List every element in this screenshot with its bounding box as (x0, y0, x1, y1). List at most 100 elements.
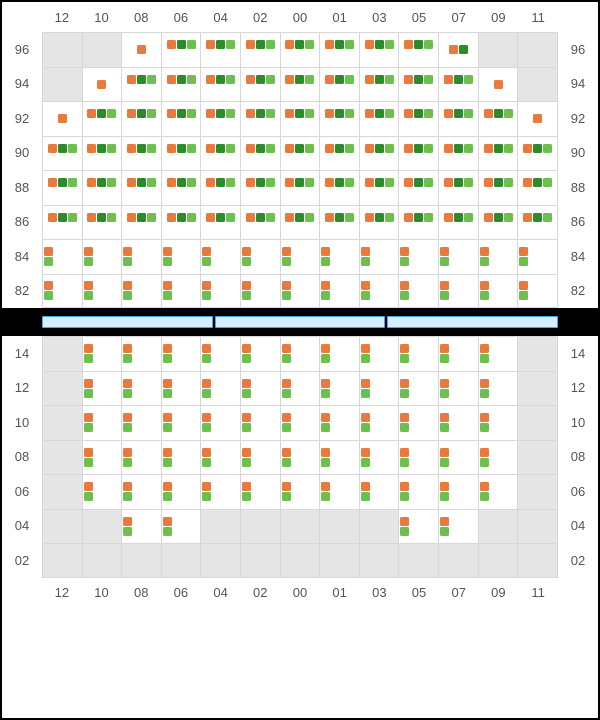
cell[interactable] (517, 440, 558, 475)
cell[interactable] (200, 32, 240, 67)
cell[interactable] (200, 67, 240, 102)
cell[interactable] (200, 101, 240, 136)
cell[interactable] (200, 239, 240, 274)
cell[interactable] (398, 405, 438, 440)
cell[interactable] (42, 274, 82, 309)
cell[interactable] (161, 67, 201, 102)
cell[interactable] (42, 440, 82, 475)
cell[interactable] (161, 239, 201, 274)
cell[interactable] (438, 405, 478, 440)
cell[interactable] (200, 205, 240, 240)
cell[interactable] (240, 440, 280, 475)
cell[interactable] (438, 509, 478, 544)
cell[interactable] (359, 543, 399, 578)
cell[interactable] (240, 371, 280, 406)
cell[interactable] (42, 170, 82, 205)
cell[interactable] (121, 509, 161, 544)
cell[interactable] (240, 136, 280, 171)
cell[interactable] (478, 170, 518, 205)
cell[interactable] (438, 67, 478, 102)
cell[interactable] (359, 405, 399, 440)
cell[interactable] (398, 205, 438, 240)
cell[interactable] (82, 474, 122, 509)
cell[interactable] (121, 371, 161, 406)
cell[interactable] (42, 67, 82, 102)
cell[interactable] (398, 274, 438, 309)
cell[interactable] (478, 32, 518, 67)
cell[interactable] (398, 336, 438, 371)
cell[interactable] (121, 67, 161, 102)
cell[interactable] (319, 274, 359, 309)
cell[interactable] (121, 32, 161, 67)
cell[interactable] (438, 32, 478, 67)
cell[interactable] (398, 170, 438, 205)
parity-segment[interactable] (42, 316, 213, 328)
cell[interactable] (319, 474, 359, 509)
cell[interactable] (121, 543, 161, 578)
cell[interactable] (280, 136, 320, 171)
cell[interactable] (478, 67, 518, 102)
cell[interactable] (200, 371, 240, 406)
cell[interactable] (42, 101, 82, 136)
cell[interactable] (240, 101, 280, 136)
cell[interactable] (517, 170, 558, 205)
cell[interactable] (82, 170, 122, 205)
cell[interactable] (438, 336, 478, 371)
cell[interactable] (121, 239, 161, 274)
cell[interactable] (319, 170, 359, 205)
cell[interactable] (82, 274, 122, 309)
cell[interactable] (478, 101, 518, 136)
cell[interactable] (319, 136, 359, 171)
cell[interactable] (42, 336, 82, 371)
cell[interactable] (359, 509, 399, 544)
cell[interactable] (478, 474, 518, 509)
cell[interactable] (82, 101, 122, 136)
cell[interactable] (478, 371, 518, 406)
cell[interactable] (319, 543, 359, 578)
cell[interactable] (359, 336, 399, 371)
cell[interactable] (359, 474, 399, 509)
cell[interactable] (200, 170, 240, 205)
cell[interactable] (200, 440, 240, 475)
cell[interactable] (517, 136, 558, 171)
cell[interactable] (42, 239, 82, 274)
cell[interactable] (161, 543, 201, 578)
cell[interactable] (161, 205, 201, 240)
cell[interactable] (121, 136, 161, 171)
cell[interactable] (359, 32, 399, 67)
cell[interactable] (42, 509, 82, 544)
cell[interactable] (359, 67, 399, 102)
cell[interactable] (438, 239, 478, 274)
cell[interactable] (42, 474, 82, 509)
cell[interactable] (161, 336, 201, 371)
cell[interactable] (438, 474, 478, 509)
cell[interactable] (280, 440, 320, 475)
cell[interactable] (121, 405, 161, 440)
cell[interactable] (478, 440, 518, 475)
cell[interactable] (478, 405, 518, 440)
cell[interactable] (478, 136, 518, 171)
cell[interactable] (478, 509, 518, 544)
cell[interactable] (517, 274, 558, 309)
cell[interactable] (280, 371, 320, 406)
cell[interactable] (82, 67, 122, 102)
cell[interactable] (398, 474, 438, 509)
cell[interactable] (82, 239, 122, 274)
cell[interactable] (359, 136, 399, 171)
cell[interactable] (82, 543, 122, 578)
cell[interactable] (398, 509, 438, 544)
cell[interactable] (82, 32, 122, 67)
cell[interactable] (280, 274, 320, 309)
cell[interactable] (319, 509, 359, 544)
cell[interactable] (200, 509, 240, 544)
cell[interactable] (478, 239, 518, 274)
cell[interactable] (42, 371, 82, 406)
cell[interactable] (280, 101, 320, 136)
cell[interactable] (438, 101, 478, 136)
cell[interactable] (438, 170, 478, 205)
cell[interactable] (398, 543, 438, 578)
cell[interactable] (240, 336, 280, 371)
cell[interactable] (398, 371, 438, 406)
cell[interactable] (319, 32, 359, 67)
cell[interactable] (319, 239, 359, 274)
